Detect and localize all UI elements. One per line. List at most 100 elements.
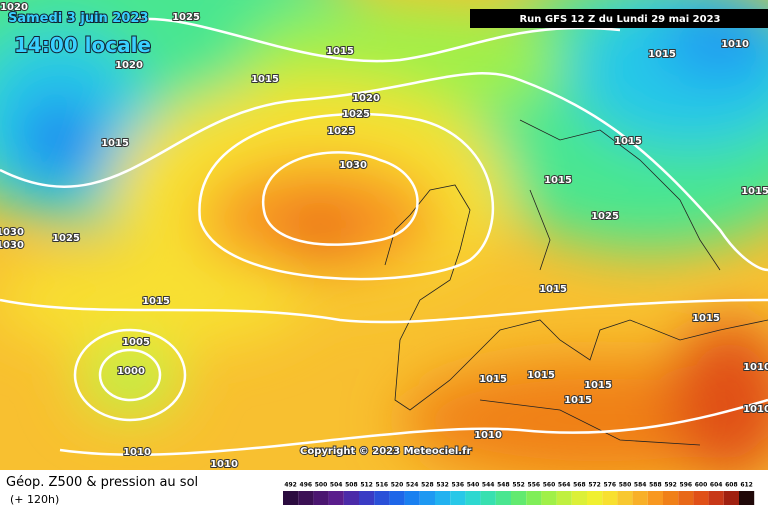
isobar (198, 112, 494, 281)
pressure-label: 1015 (544, 175, 572, 186)
pressure-label: 1010 (721, 39, 749, 50)
legend-swatch (404, 491, 420, 505)
legend-label: 504 (330, 482, 343, 489)
pressure-label: 1015 (539, 284, 567, 295)
legend-swatch (617, 491, 633, 505)
legend-swatch (389, 491, 405, 505)
pressure-label: 1030 (0, 227, 24, 238)
legend-label: 568 (573, 482, 586, 489)
run-banner (470, 9, 768, 28)
pressure-label: 1015 (692, 313, 720, 324)
pressure-label: 1015 (479, 374, 507, 385)
legend-swatch (556, 491, 572, 505)
pressure-label: 1030 (0, 240, 24, 251)
legend-swatch (571, 491, 587, 505)
isobar (73, 328, 187, 422)
forecast-time: 14:00 locale (14, 33, 151, 57)
legend-label: 508 (345, 482, 358, 489)
legend-swatch (663, 491, 679, 505)
legend-swatch (374, 491, 390, 505)
pressure-label: 1020 (0, 2, 28, 13)
pressure-label: 1015 (142, 296, 170, 307)
legend-swatch (602, 491, 618, 505)
legend-label: 524 (406, 482, 419, 489)
legend-swatch (526, 491, 542, 505)
isobar (98, 348, 162, 402)
legend-swatch (419, 491, 435, 505)
legend-label: 500 (315, 482, 328, 489)
legend-label: 584 (634, 482, 647, 489)
legend-label: 532 (436, 482, 449, 489)
legend-label: 592 (664, 482, 677, 489)
legend-swatch (313, 491, 329, 505)
pressure-label: 1015 (584, 380, 612, 391)
legend-swatch (495, 491, 511, 505)
legend-label: 556 (528, 482, 541, 489)
map: 1020 1025 1015 1015 1020 1015 1010 1020 1025 1025… (0, 0, 768, 470)
pressure-label: 1015 (741, 186, 768, 197)
pressure-label: 1015 (564, 395, 592, 406)
footer-subtitle: (+ 120h) (10, 493, 59, 506)
pressure-label: 1015 (101, 138, 129, 149)
legend-label: 496 (300, 482, 313, 489)
isobar (261, 151, 419, 246)
legend-swatch (739, 491, 755, 505)
color-legend: 492 496 500 504 508 512 516 520 524 528 532 536 540 5… (283, 482, 755, 505)
legend-label: 608 (725, 482, 738, 489)
pressure-label: 1020 (115, 60, 143, 71)
isobar (0, 298, 768, 324)
coastline (479, 119, 721, 446)
pressure-label: 1025 (52, 233, 80, 244)
legend-swatch (298, 491, 314, 505)
pressure-label: 1020 (352, 93, 380, 104)
pressure-label: 1005 (122, 337, 150, 348)
pressure-label: 1010 (743, 404, 768, 415)
pressure-label: 1015 (251, 74, 279, 85)
legend-swatch (359, 491, 375, 505)
legend-label: 548 (497, 482, 510, 489)
legend-swatch (435, 491, 451, 505)
isobar (0, 72, 768, 272)
legend-label: 604 (710, 482, 723, 489)
pressure-label: 1010 (210, 459, 238, 470)
legend-label: 540 (467, 482, 480, 489)
legend-swatch (708, 491, 724, 505)
legend-swatch (647, 491, 663, 505)
legend-swatch (283, 491, 299, 505)
pressure-label: 1015 (648, 49, 676, 60)
isobar (59, 398, 768, 456)
run-label: Run GFS 12 Z du Lundi 29 mai 2023 (519, 14, 720, 25)
legend-swatch (450, 491, 466, 505)
pressure-label: 1015 (614, 136, 642, 147)
legend-label: 516 (376, 482, 389, 489)
pressure-label: 1025 (172, 12, 200, 23)
legend-swatch (723, 491, 739, 505)
legend-swatch (465, 491, 481, 505)
legend-label: 588 (649, 482, 662, 489)
legend-label: 576 (604, 482, 617, 489)
legend-swatch (693, 491, 709, 505)
pressure-label: 1010 (743, 362, 768, 373)
pressure-labels: 1020 1025 1015 1015 1020 1015 1010 1020 1025 1025… (0, 1, 768, 470)
legend-label: 572 (588, 482, 601, 489)
legend-label: 492 (284, 482, 297, 489)
legend-swatch (587, 491, 603, 505)
legend-label: 536 (452, 482, 465, 489)
legend-label: 612 (740, 482, 753, 489)
legend-swatch (511, 491, 527, 505)
copyright: Copyright © 2023 Meteociel.fr (300, 446, 471, 457)
legend-swatch (541, 491, 557, 505)
pressure-label: 1025 (591, 211, 619, 222)
legend-swatch (343, 491, 359, 505)
coastline (384, 184, 768, 411)
legend-label: 512 (360, 482, 373, 489)
forecast-date: Samedi 3 juin 2023 (8, 11, 149, 26)
pressure-label: 1000 (117, 366, 145, 377)
pressure-label: 1010 (474, 430, 502, 441)
legend-swatch (678, 491, 694, 505)
footer-title: Géop. Z500 & pression au sol (6, 475, 198, 490)
legend-label: 544 (482, 482, 495, 489)
isobar (129, 17, 621, 63)
pressure-label: 1010 (123, 447, 151, 458)
